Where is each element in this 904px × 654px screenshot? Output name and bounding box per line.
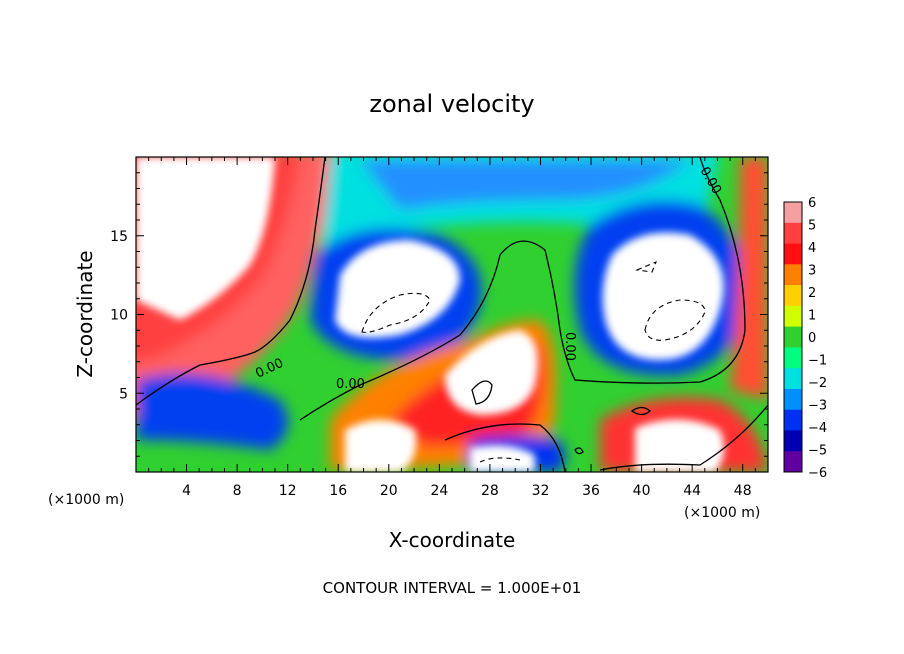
x-tick-label: 28 bbox=[481, 483, 499, 499]
x-tick-label: 4 bbox=[182, 483, 191, 499]
y-tick-label: 5 bbox=[119, 386, 128, 402]
colorbar-swatch bbox=[784, 202, 802, 224]
colorbar-swatch bbox=[784, 264, 802, 286]
colorbar-swatch bbox=[784, 347, 802, 369]
colorbar-label: 2 bbox=[808, 286, 816, 301]
colorbar-label: 6 bbox=[808, 196, 816, 211]
contour-label: 0.00 bbox=[336, 377, 365, 392]
colorbar-swatch bbox=[784, 243, 802, 265]
x-unit-label-left: (×1000 m) bbox=[48, 492, 124, 508]
colorbar-swatch bbox=[784, 326, 802, 348]
x-tick-label: 48 bbox=[734, 483, 752, 499]
x-tick-label: 40 bbox=[633, 483, 651, 499]
colorbar-label: 0 bbox=[808, 331, 816, 346]
colorbar-swatch bbox=[784, 368, 802, 390]
x-tick-label: 24 bbox=[430, 483, 448, 499]
colorbar: 6 5 4 3 2 1 0 −1 −2 −3 −4 −5 −6 bbox=[783, 196, 827, 481]
colorbar-frame bbox=[783, 201, 803, 473]
colorbar-label: −1 bbox=[808, 354, 827, 369]
colorbar-label: −3 bbox=[808, 399, 827, 414]
x-tick-label: 8 bbox=[233, 483, 242, 499]
chart-title: zonal velocity bbox=[369, 90, 534, 118]
x-unit-label-right: (×1000 m) bbox=[684, 505, 760, 521]
colorbar-label: −6 bbox=[808, 466, 827, 481]
colorbar-label: −5 bbox=[808, 444, 827, 459]
x-tick-label: 16 bbox=[329, 483, 347, 499]
colorbar-swatch bbox=[784, 451, 802, 473]
colorbar-label: 3 bbox=[808, 264, 816, 279]
colorbar-swatch bbox=[784, 222, 802, 245]
contour-interval-note: CONTOUR INTERVAL = 1.000E+01 bbox=[323, 579, 582, 597]
y-axis-title: Z-coordinate bbox=[73, 250, 97, 377]
y-axis: 5 10 15 bbox=[110, 172, 768, 457]
x-tick-label: 32 bbox=[532, 483, 550, 499]
colorbar-swatch bbox=[784, 430, 802, 452]
colorbar-label: −4 bbox=[808, 421, 827, 436]
colorbar-label: 1 bbox=[808, 309, 816, 324]
heatmap-field: 0.00 0.00 0.00 0.00 bbox=[136, 157, 768, 472]
x-tick-label: 36 bbox=[582, 483, 600, 499]
x-tick-label: 12 bbox=[279, 483, 297, 499]
colorbar-label: 4 bbox=[808, 241, 816, 256]
x-axis: 4 8 12 16 20 24 28 32 36 40 44 48 bbox=[148, 157, 756, 499]
x-tick-label: 20 bbox=[380, 483, 398, 499]
colorbar-label: 5 bbox=[808, 219, 816, 234]
y-tick-label: 10 bbox=[110, 308, 128, 324]
colorbar-swatch bbox=[784, 305, 802, 328]
x-axis-title: X-coordinate bbox=[389, 528, 516, 552]
colorbar-label: −2 bbox=[808, 376, 827, 391]
y-tick-label: 15 bbox=[110, 229, 128, 245]
contour-label: 0.00 bbox=[562, 332, 577, 361]
colorbar-swatch bbox=[784, 285, 802, 307]
colorbar-swatch bbox=[784, 388, 802, 411]
x-tick-label: 44 bbox=[683, 483, 701, 499]
colorbar-swatch bbox=[784, 409, 802, 431]
